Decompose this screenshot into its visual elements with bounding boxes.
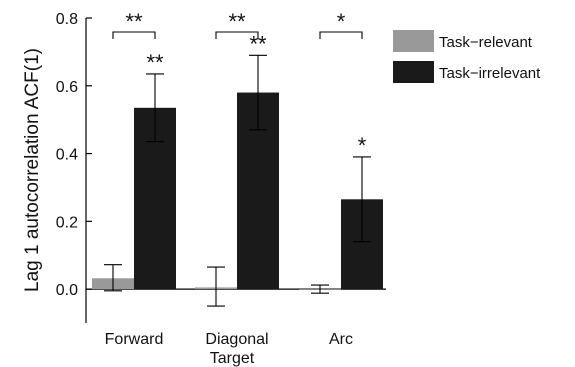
y-tick-label: 0.4: [56, 147, 78, 164]
significance-bar-label: *: [358, 133, 367, 158]
significance-bracket: [319, 31, 363, 39]
legend-label: Task−irrelevant: [439, 65, 541, 82]
significance-bracket: [112, 31, 156, 39]
x-tick-label: Diagonal: [205, 331, 268, 348]
significance-bar-label: **: [249, 31, 267, 56]
x-tick-label: Arc: [329, 331, 353, 348]
y-tick-label: 0.8: [56, 11, 78, 28]
x-axis-label: Target: [210, 350, 255, 367]
legend-swatch: [393, 61, 434, 83]
x-tick-label: Forward: [105, 331, 164, 348]
bars: [92, 92, 383, 290]
y-tick-label: 0.2: [56, 214, 78, 231]
legend-label: Task−relevant: [439, 34, 533, 51]
y-tick-label: 0.0: [56, 282, 78, 299]
significance-bracket-label: *: [337, 9, 346, 34]
y-axis-label: Lag 1 autocorrelation ACF(1): [22, 48, 43, 292]
y-tick-label: 0.6: [56, 79, 78, 96]
error-bars: [104, 54, 371, 307]
significance-annotations: ** ** ******: [112, 9, 367, 158]
axes: 0.0 0.2 0.4 0.6 0.8 Forward Diagonal Arc: [56, 11, 386, 348]
significance-bracket-label: **: [125, 9, 143, 34]
legend-swatch: [393, 30, 434, 52]
legend: Task−relevant Task−irrelevant: [393, 30, 541, 83]
significance-bracket: [215, 31, 259, 39]
significance-bar-label: **: [146, 50, 164, 75]
significance-bracket-label: **: [228, 9, 246, 34]
